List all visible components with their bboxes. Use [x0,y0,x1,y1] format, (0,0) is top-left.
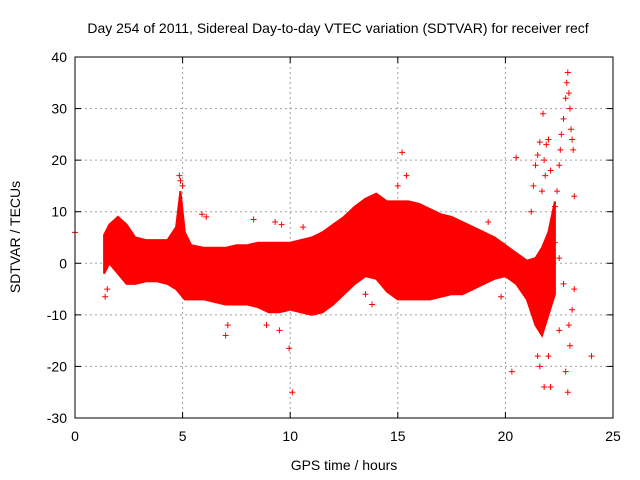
data-point [571,193,578,200]
data-point [562,368,569,375]
data-point [498,293,505,300]
data-point [300,224,307,231]
data-point [508,368,515,375]
y-tick-label: 40 [51,49,67,65]
data-point [276,327,283,334]
axis-ticks: 0 5 10 15 20 25 -30 -20 -10 0 10 20 30 40 [47,49,621,444]
data-point [547,384,554,391]
data-point [403,172,410,179]
data-point [564,389,571,396]
data-point [513,154,520,161]
data-point [534,353,541,360]
data-point [543,141,550,148]
data-point [536,363,543,370]
data-point [399,149,406,156]
x-tick-label: 10 [282,428,298,444]
data-layer [72,69,595,396]
data-point [566,105,573,112]
data-point [541,157,548,164]
data-point [562,95,569,102]
data-point [588,353,595,360]
data-point [556,255,563,262]
data-point [564,69,571,76]
data-point [560,280,567,287]
data-point [102,293,109,300]
data-point [565,322,572,329]
data-point [557,146,564,153]
data-point [203,213,210,220]
data-point [563,79,570,86]
data-point [570,146,577,153]
data-point [222,332,229,339]
x-tick-label: 25 [605,428,621,444]
y-tick-label: -10 [47,307,67,323]
data-point [485,219,492,226]
x-tick-label: 5 [179,428,187,444]
data-point [104,286,111,293]
data-point [549,219,556,226]
data-point [538,188,545,195]
data-point [532,162,539,169]
data-point [534,151,541,158]
x-tick-label: 0 [71,428,79,444]
x-tick-label: 15 [390,428,406,444]
data-point [556,327,563,334]
data-point [541,384,548,391]
data-point [551,239,558,246]
data-point [569,306,576,313]
data-point [530,182,537,189]
data-point [542,172,549,179]
y-tick-label: 10 [51,204,67,220]
data-point [566,342,573,349]
x-axis-label: GPS time / hours [291,457,398,473]
data-point [551,203,558,210]
data-point [569,136,576,143]
data-point [556,162,563,169]
data-point [278,221,285,228]
data-point [540,110,547,117]
data-point [289,389,296,396]
data-density-band [103,190,556,338]
y-axis-label: SDTVAR / TECUs [7,181,23,293]
data-point [263,322,270,329]
y-tick-label: -30 [47,410,67,426]
data-point [565,90,572,97]
data-point [286,345,293,352]
data-point [362,291,369,298]
data-point [545,136,552,143]
data-point [558,131,565,138]
data-point [176,172,183,179]
y-tick-label: 30 [51,101,67,117]
data-point [536,139,543,146]
data-point [272,219,279,226]
data-point [368,301,375,308]
data-point [547,167,554,174]
data-point [571,286,578,293]
data-point [177,177,184,184]
chart-title: Day 254 of 2011, Sidereal Day-to-day VTE… [87,20,588,36]
data-point [224,322,231,329]
data-point [528,208,535,215]
data-point [250,216,257,223]
y-tick-label: 0 [59,255,67,271]
data-point [568,126,575,133]
x-tick-label: 20 [498,428,514,444]
y-tick-label: -20 [47,358,67,374]
data-point [554,188,561,195]
data-point [198,211,205,218]
data-point [394,182,401,189]
plot-frame [74,56,614,419]
data-point [179,182,186,189]
y-tick-label: 20 [51,152,67,168]
data-point [560,115,567,122]
data-point [545,353,552,360]
